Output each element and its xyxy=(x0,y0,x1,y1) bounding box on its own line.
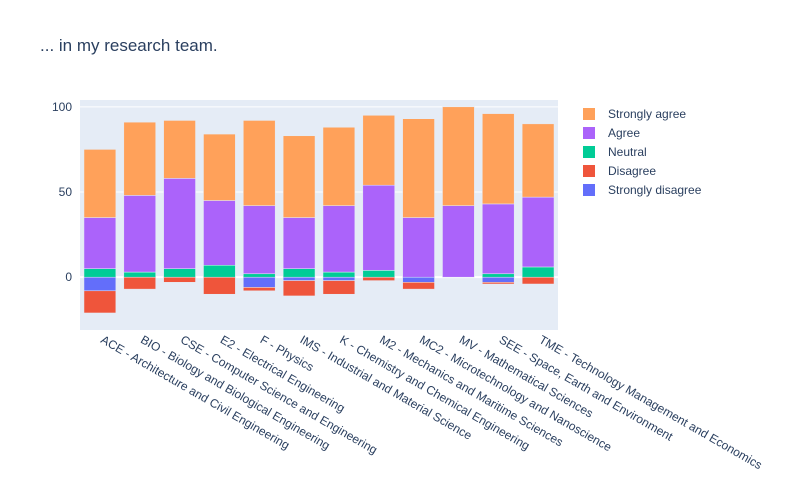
y-axis-ticks: 0 50 100 xyxy=(52,100,72,284)
bar-agree[interactable] xyxy=(482,203,515,275)
legend-label[interactable]: Agree xyxy=(608,126,640,140)
chart-title: ... in my research team. xyxy=(40,36,218,55)
bar-strongly-agree[interactable] xyxy=(243,120,276,206)
bar-disagree[interactable] xyxy=(203,276,236,295)
bar-neutral[interactable] xyxy=(243,273,276,278)
bar-strongly-agree[interactable] xyxy=(402,118,435,218)
bar-strongly-agree[interactable] xyxy=(203,133,236,201)
bar-neutral[interactable] xyxy=(203,265,236,278)
legend-swatch xyxy=(583,184,595,196)
bar-agree[interactable] xyxy=(322,205,356,273)
legend-swatch xyxy=(583,165,595,177)
legend[interactable]: Strongly agree Agree Neutral Disagree Strong… xyxy=(583,107,702,197)
x-axis-ticks: ACE - Architecture and Civil Engineering… xyxy=(98,332,764,472)
legend-label[interactable]: Strongly disagree xyxy=(608,183,702,197)
bar-agree[interactable] xyxy=(442,205,475,278)
bar-agree[interactable] xyxy=(402,217,435,278)
bar-neutral[interactable] xyxy=(83,268,117,278)
bar-strongly-disagree[interactable] xyxy=(282,276,316,281)
bar-neutral[interactable] xyxy=(163,268,196,278)
bar-strongly-disagree[interactable] xyxy=(243,276,276,288)
plot-area xyxy=(80,100,558,330)
y-tick-label: 100 xyxy=(52,100,72,114)
bar-neutral[interactable] xyxy=(322,271,356,278)
bar-strongly-agree[interactable] xyxy=(83,149,117,218)
bar-strongly-disagree[interactable] xyxy=(83,276,117,292)
legend-swatch xyxy=(583,108,595,120)
legend-label[interactable]: Disagree xyxy=(608,164,656,178)
bar-neutral[interactable] xyxy=(482,273,515,278)
bar-disagree[interactable] xyxy=(362,276,395,281)
bar-strongly-agree[interactable] xyxy=(482,113,515,205)
bar-strongly-agree[interactable] xyxy=(362,115,395,186)
bar-disagree[interactable] xyxy=(243,287,276,292)
bar-agree[interactable] xyxy=(163,178,196,269)
bar-agree[interactable] xyxy=(83,217,117,269)
bar-agree[interactable] xyxy=(521,196,555,268)
bar-neutral[interactable] xyxy=(282,268,316,278)
bar-agree[interactable] xyxy=(203,200,236,266)
bar-strongly-disagree[interactable] xyxy=(482,276,515,283)
bar-disagree[interactable] xyxy=(482,282,515,285)
bar-neutral[interactable] xyxy=(521,266,555,278)
bar-disagree[interactable] xyxy=(282,280,316,297)
bar-strongly-agree[interactable] xyxy=(163,120,196,179)
legend-swatch xyxy=(583,127,595,139)
bar-strongly-disagree[interactable] xyxy=(322,276,356,281)
bar-agree[interactable] xyxy=(362,184,395,271)
bar-strongly-disagree[interactable] xyxy=(402,276,435,283)
bar-strongly-agree[interactable] xyxy=(123,121,156,196)
y-tick-label: 50 xyxy=(59,185,73,199)
bar-strongly-agree[interactable] xyxy=(282,135,316,218)
bars xyxy=(83,106,555,314)
bar-disagree[interactable] xyxy=(163,276,196,283)
bar-disagree[interactable] xyxy=(402,282,435,290)
bar-agree[interactable] xyxy=(243,205,276,275)
bar-disagree[interactable] xyxy=(322,280,356,295)
bar-agree[interactable] xyxy=(123,195,156,273)
bar-strongly-agree[interactable] xyxy=(442,106,475,206)
y-tick-label: 0 xyxy=(65,270,72,284)
bar-disagree[interactable] xyxy=(521,276,555,285)
legend-label[interactable]: Strongly agree xyxy=(608,107,686,121)
legend-swatch xyxy=(583,146,595,158)
legend-label[interactable]: Neutral xyxy=(608,145,647,159)
bar-neutral[interactable] xyxy=(123,271,156,278)
bar-disagree[interactable] xyxy=(123,276,156,290)
gridlines xyxy=(80,106,558,279)
bar-strongly-agree[interactable] xyxy=(322,127,356,206)
bar-agree[interactable] xyxy=(282,217,316,269)
bar-neutral[interactable] xyxy=(362,270,395,278)
bar-strongly-agree[interactable] xyxy=(521,123,555,198)
bar-disagree[interactable] xyxy=(83,290,117,314)
